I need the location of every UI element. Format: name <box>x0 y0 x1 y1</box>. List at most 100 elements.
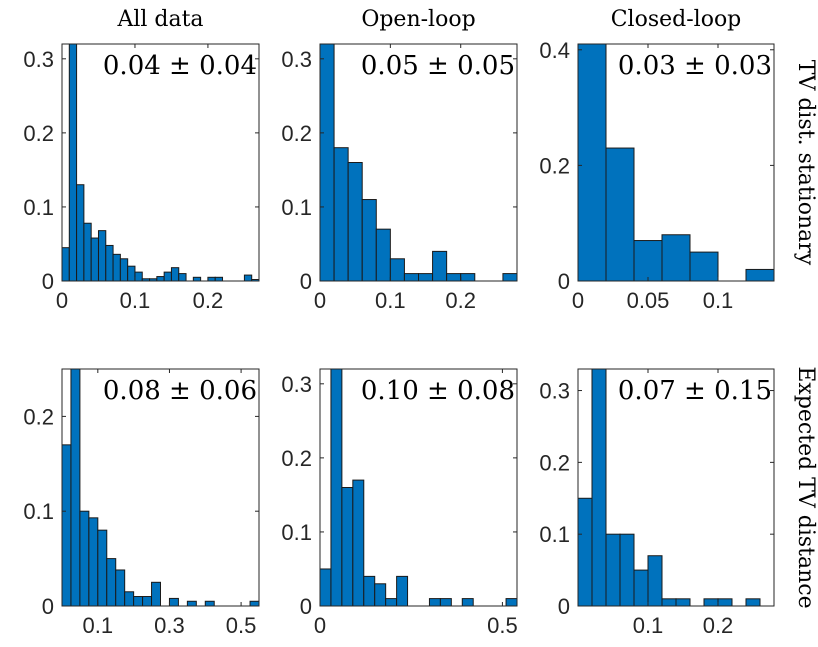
x-tick-label: 0.1 <box>703 288 734 313</box>
histogram-bar <box>633 569 649 607</box>
x-tick-label: 0.5 <box>226 613 257 638</box>
histogram-bar <box>619 533 635 607</box>
histogram-bar <box>204 600 215 607</box>
histogram-bar <box>127 265 136 282</box>
histogram-bar <box>178 273 187 282</box>
histogram-bar <box>647 555 663 607</box>
axes-frame <box>319 368 518 607</box>
column-title: Closed-loop <box>611 7 742 32</box>
x-tick-label: 0.3 <box>154 613 185 638</box>
histogram-bar <box>375 228 391 282</box>
histogram-bar <box>717 598 733 607</box>
y-tick-label: 0.2 <box>281 121 312 146</box>
histogram-bar <box>214 276 224 282</box>
y-tick-label: 0.1 <box>281 520 312 545</box>
y-tick-label: 0.1 <box>539 522 570 547</box>
x-tick-label: 0.2 <box>445 288 476 313</box>
y-tick-label: 0 <box>558 594 570 619</box>
histogram-bar <box>90 237 99 282</box>
histogram-bar <box>105 244 114 282</box>
x-tick-label: 0.1 <box>633 613 664 638</box>
histogram-bar <box>605 533 621 607</box>
histogram-bar <box>661 598 677 607</box>
histogram-bar <box>168 597 179 607</box>
y-tick-label: 0.1 <box>281 195 312 220</box>
histogram-bar <box>352 479 365 607</box>
histogram-bar <box>689 251 719 282</box>
histogram-bar <box>703 598 719 607</box>
histogram-bar <box>97 230 107 282</box>
histogram-bar <box>461 598 474 607</box>
histogram-bar <box>112 253 121 282</box>
row-label: Expected TV distance <box>793 366 818 608</box>
subplot-3: 0 0.05 0.1 0 0.2 0.4 0.03 ± 0.03 Closed-loop TV … <box>539 7 818 313</box>
y-tick-label: 0 <box>558 269 570 294</box>
histogram-bar <box>186 600 197 607</box>
y-tick-label: 0.3 <box>281 47 312 72</box>
histogram-bar <box>106 558 117 607</box>
histogram-bar <box>333 147 349 282</box>
histogram-bar <box>403 273 419 282</box>
histogram-bar <box>418 273 434 282</box>
y-tick-label: 0.3 <box>281 372 312 397</box>
histogram-bar <box>577 497 593 607</box>
histogram-bar <box>591 368 607 607</box>
histogram-bar <box>502 273 518 282</box>
histogram-bar <box>341 487 354 607</box>
histogram-bar <box>439 598 452 607</box>
histogram-bar <box>675 598 691 607</box>
histogram-bar <box>745 598 761 607</box>
stat-annotation: 0.03 ± 0.03 <box>618 51 772 81</box>
histogram-bar <box>661 234 691 282</box>
histogram-bar <box>156 276 165 282</box>
histogram-bar <box>389 258 405 282</box>
histogram-bar <box>319 568 332 607</box>
column-title: All data <box>116 7 203 32</box>
histogram-bar <box>68 43 78 282</box>
stat-annotation: 0.07 ± 0.15 <box>618 376 772 406</box>
histogram-bar <box>633 240 663 282</box>
histogram-bar <box>119 258 129 282</box>
stat-annotation: 0.05 ± 0.05 <box>361 51 515 81</box>
histogram-bar <box>605 147 635 282</box>
histogram-bar <box>745 268 775 282</box>
x-tick-label: 0 <box>314 288 326 313</box>
subplot-2: 0 0.1 0.2 0 0.1 0.2 0.3 0.05 ± 0.05 Open-loop <box>281 7 518 313</box>
histogram-bar <box>505 598 518 607</box>
histogram-bar <box>61 247 70 282</box>
y-tick-label: 0.3 <box>23 47 54 72</box>
histogram-bar <box>61 444 72 607</box>
histogram-bar <box>374 583 387 607</box>
histogram-bar <box>432 250 448 282</box>
stat-annotation: 0.08 ± 0.06 <box>103 376 257 406</box>
histogram-bar <box>243 274 253 282</box>
axes-frame <box>577 43 775 282</box>
axes-frame <box>577 368 775 607</box>
histogram-bar <box>577 43 607 282</box>
histogram-bar <box>207 276 216 282</box>
stat-annotation: 0.04 ± 0.04 <box>103 51 257 81</box>
histogram-bar <box>124 591 135 607</box>
histogram-bar <box>330 368 343 607</box>
histogram-bar <box>83 222 92 282</box>
histogram-bar <box>70 368 81 607</box>
x-tick-label: 0 <box>314 613 326 638</box>
y-tick-label: 0.3 <box>539 379 570 404</box>
column-title: Open-loop <box>361 7 475 32</box>
histogram-bar <box>142 596 153 607</box>
histogram-bar <box>151 581 162 607</box>
histogram-bar <box>192 276 202 282</box>
y-tick-label: 0 <box>300 269 312 294</box>
axes-frame <box>319 43 518 282</box>
x-tick-label: 0.1 <box>83 613 114 638</box>
subplot-6: 0.1 0.2 0 0.1 0.2 0.3 0.07 ± 0.15 Expected TV d… <box>539 366 818 638</box>
histogram-bar <box>115 569 126 607</box>
histogram-bar <box>319 43 335 282</box>
histogram-bar <box>363 575 376 607</box>
y-tick-label: 0.2 <box>23 121 54 146</box>
histogram-bar <box>460 273 476 282</box>
x-tick-label: 0.2 <box>703 613 734 638</box>
y-tick-label: 0.2 <box>281 446 312 471</box>
y-tick-label: 0.2 <box>539 153 570 178</box>
